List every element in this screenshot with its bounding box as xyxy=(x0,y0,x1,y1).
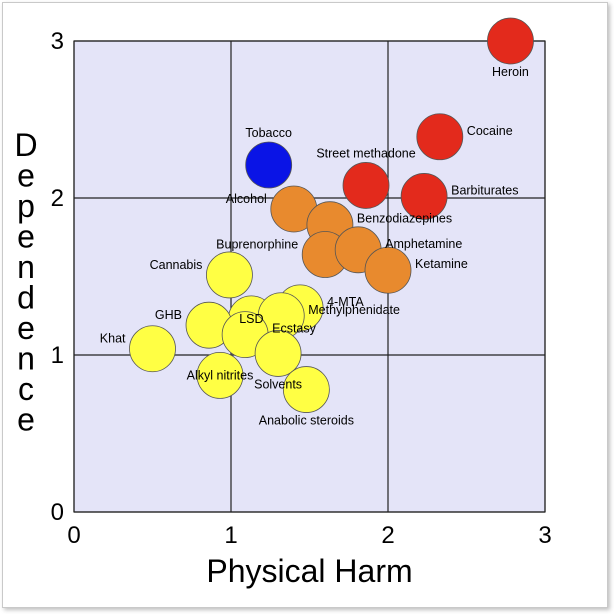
x-tick-label: 2 xyxy=(381,522,394,549)
x-tick-label: 0 xyxy=(67,522,80,549)
point-label: Solvents xyxy=(254,377,302,391)
point-label: Alcohol xyxy=(226,192,267,206)
point-label: Alkyl nitrites xyxy=(187,368,254,382)
x-axis-title: Physical Harm xyxy=(206,553,412,589)
x-tick-label: 1 xyxy=(224,522,237,549)
point-tobacco xyxy=(245,141,293,189)
point-label: Methylphenidate xyxy=(308,303,400,317)
point-cocaine xyxy=(416,113,464,161)
point-label: Buprenorphine xyxy=(216,238,298,252)
point-label: Benzodiazepines xyxy=(357,212,452,226)
point-khat xyxy=(129,325,176,373)
point-alkyl-nitrites xyxy=(196,352,244,399)
point-labels: Heroin Cocaine Barbiturates Street methadon… xyxy=(100,65,529,428)
point-label: Khat xyxy=(100,332,126,346)
y-tick-label: 2 xyxy=(51,185,64,212)
y-tick-label: 3 xyxy=(51,28,64,55)
y-tick-label: 1 xyxy=(51,342,64,369)
data-points xyxy=(129,17,534,413)
point-heroin xyxy=(487,17,534,65)
plot-area xyxy=(73,40,546,513)
point-solvents xyxy=(254,330,302,377)
x-tick-label: 3 xyxy=(538,522,551,549)
point-label: Ecstasy xyxy=(272,322,317,336)
y-tick-label: 0 xyxy=(51,499,64,526)
point-label: GHB xyxy=(155,308,182,322)
point-label: Heroin xyxy=(492,65,529,79)
point-anabolic-steroids xyxy=(282,366,330,413)
point-street-methadone xyxy=(342,162,390,209)
point-label: LSD xyxy=(239,312,263,326)
point-label: Ketamine xyxy=(415,257,468,271)
tick-labels: 0 1 2 3 0 1 2 3 xyxy=(51,28,552,549)
point-label: Cannabis xyxy=(150,258,203,272)
point-label: Anabolic steroids xyxy=(259,414,354,428)
point-label: 4-MTA xyxy=(327,295,364,309)
point-cannabis xyxy=(206,251,253,299)
point-label: Street methadone xyxy=(316,146,415,160)
point-label: Cocaine xyxy=(467,124,513,138)
gridlines xyxy=(73,40,546,513)
point-label: Barbiturates xyxy=(451,183,518,197)
point-barbiturates xyxy=(400,173,448,220)
point-ketamine xyxy=(364,246,412,294)
point-label: Amphetamine xyxy=(385,237,462,251)
point-label: Tobacco xyxy=(245,126,292,140)
